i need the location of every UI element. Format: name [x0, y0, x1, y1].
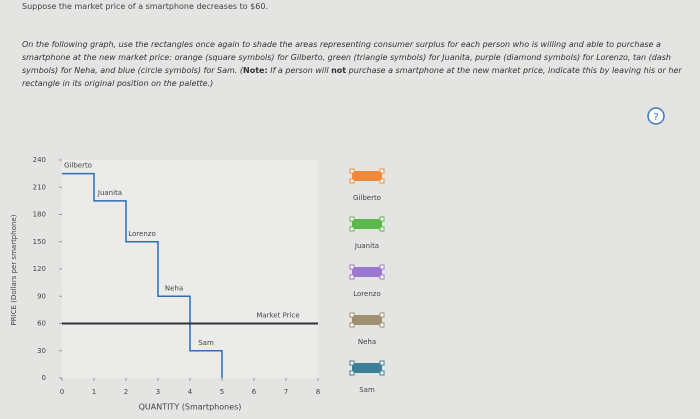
y-tick-label: 30 [37, 347, 46, 355]
palette-rectangle [352, 219, 382, 229]
y-tick-label: 90 [37, 292, 46, 300]
y-tick-label: 180 [33, 211, 46, 219]
x-tick-label: 3 [156, 388, 160, 396]
palette-handle [379, 168, 385, 174]
x-tick-label: 6 [252, 388, 257, 396]
palette-handle [379, 274, 385, 280]
x-tick-label: 8 [316, 388, 320, 396]
palette-handle [379, 322, 385, 328]
y-tick-label: 120 [33, 265, 46, 273]
palette-label: Gilberto [353, 194, 381, 202]
palette-rectangle [352, 267, 382, 277]
palette-handle [379, 312, 385, 318]
palette-rectangle [352, 315, 382, 325]
y-tick-label: 150 [33, 238, 46, 246]
x-tick-label: 0 [60, 388, 64, 396]
text: Note: [243, 66, 268, 75]
palette-handle [379, 370, 385, 376]
palette-handle [349, 312, 355, 318]
palette-handle [349, 226, 355, 232]
palette-handle [349, 370, 355, 376]
x-tick-label: 7 [284, 388, 288, 396]
y-tick-label: 210 [33, 183, 46, 191]
text: If a person will [267, 66, 332, 75]
palette-handle [349, 168, 355, 174]
help-button[interactable] [647, 107, 665, 125]
instructions: On the following graph, use the rectangl… [22, 38, 692, 90]
palette-label: Neha [358, 338, 376, 346]
palette-handle [379, 264, 385, 270]
palette-handle [379, 226, 385, 232]
y-tick-label: 240 [33, 156, 46, 164]
palette-handle [349, 216, 355, 222]
y-axis-label: PRICE (Dollars per smartphone) [10, 214, 18, 325]
palette-rectangle [352, 171, 382, 181]
text: not [331, 66, 347, 75]
annotation: Sam [198, 339, 214, 347]
palette-handle [349, 274, 355, 280]
palette-label: Lorenzo [353, 290, 380, 298]
annotation: Lorenzo [128, 230, 155, 238]
palette-handle [349, 264, 355, 270]
help-icon[interactable]: ? [653, 112, 658, 123]
series-line [62, 172, 223, 378]
palette-handle [349, 360, 355, 366]
text: On the following graph, use the rectangl… [22, 40, 671, 75]
annotation: Market Price [256, 312, 299, 320]
palette-label: Juanita [354, 242, 379, 250]
annotation: Gilberto [64, 162, 92, 170]
y-tick-label: 0 [42, 374, 46, 382]
x-tick-label: 2 [124, 388, 128, 396]
palette-handle [379, 216, 385, 222]
header: Suppose the market price of a smartphone… [22, 2, 268, 11]
palette-handle [349, 178, 355, 184]
palette-handle [379, 360, 385, 366]
x-tick-label: 4 [188, 388, 193, 396]
palette-rectangle [352, 363, 382, 373]
x-tick-label: 1 [92, 388, 96, 396]
x-axis-label: QUANTITY (Smartphones) [139, 403, 242, 412]
y-tick-label: 60 [37, 320, 46, 328]
palette-handle [379, 178, 385, 184]
annotation: Juanita [97, 189, 122, 197]
x-tick-label: 5 [220, 388, 224, 396]
text: purchase a smartphone at the new market … [22, 66, 682, 88]
annotation: Neha [165, 284, 183, 292]
palette-handle [349, 322, 355, 328]
palette-label: Sam [359, 386, 375, 394]
